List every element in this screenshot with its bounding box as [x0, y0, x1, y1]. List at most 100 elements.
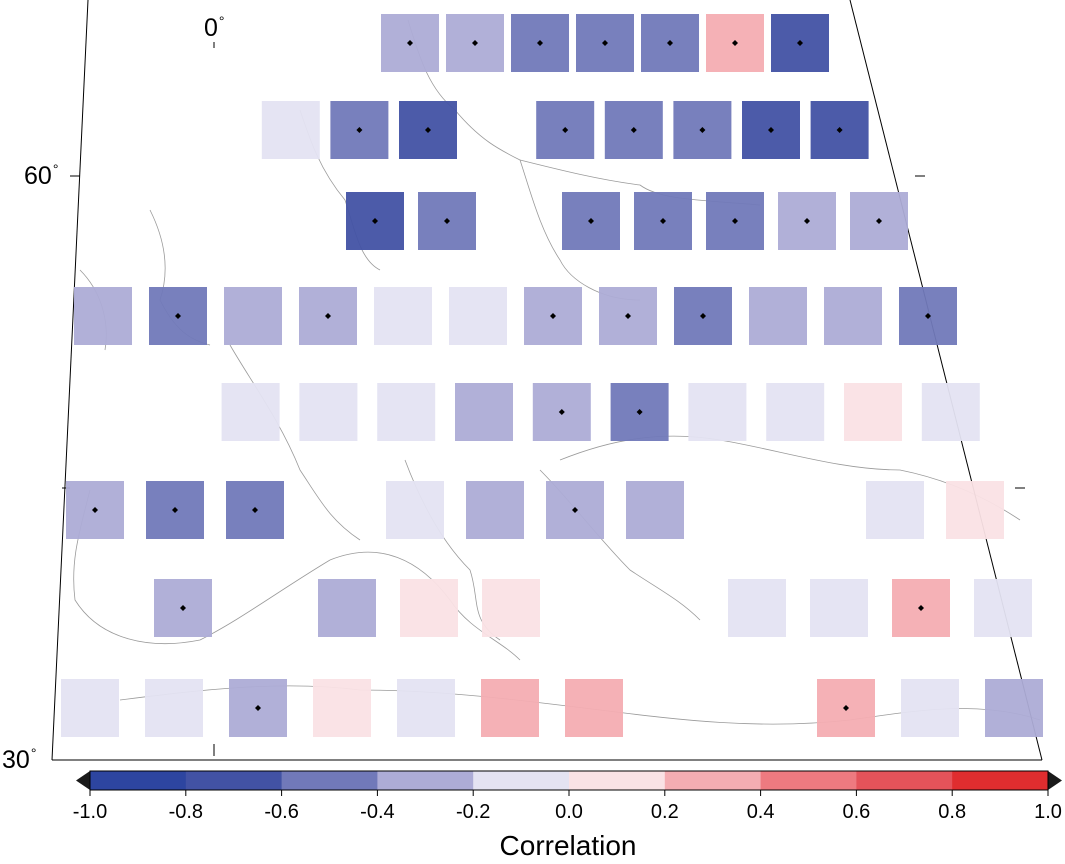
colorbar-tick-label-3: -0.4 — [360, 801, 395, 823]
significance-marker-r2-c6 — [425, 127, 431, 133]
significance-marker-r1-c7 — [472, 40, 478, 46]
significance-marker-r7-c2 — [180, 605, 186, 611]
significance-marker-r4-c9 — [700, 313, 706, 319]
longitude-label-0: 0° — [204, 13, 225, 42]
grid-cell-r8-c2 — [145, 679, 203, 737]
significance-marker-r1-c6 — [407, 40, 413, 46]
colorbar-bin-6 — [664, 771, 762, 790]
grid-cell-r7-c4 — [318, 579, 376, 637]
significance-marker-r2-c10 — [699, 127, 706, 133]
significance-marker-r6-c7 — [572, 507, 578, 513]
colorbar — [76, 770, 1062, 796]
grid-cell-r5-c9 — [688, 383, 747, 441]
colorbar-bin-0 — [90, 771, 187, 790]
significance-marker-r6-c3 — [252, 507, 258, 513]
significance-marker-r8-c3 — [255, 705, 261, 711]
significance-marker-r1-c11 — [732, 40, 738, 46]
colorbar-tick-label-5: 0.0 — [555, 801, 583, 823]
colorbar-tick-label-9: 0.8 — [938, 801, 967, 823]
grid-cell-r5-c3 — [221, 383, 280, 441]
colorbar-tick-label-10: 1.0 — [1034, 801, 1062, 823]
grid-cell-r7-c9 — [728, 579, 786, 637]
grid-cell-r7-c5 — [400, 579, 458, 637]
correlation-cells — [61, 14, 1043, 737]
significance-marker-r3-c9 — [660, 218, 666, 224]
grid-cell-r2-c4 — [261, 101, 320, 159]
colorbar-bin-4 — [473, 771, 570, 790]
grid-cell-r6-c12 — [946, 481, 1004, 539]
colorbar-tick-label-1: -0.8 — [168, 801, 204, 823]
significance-marker-r6-c1 — [92, 507, 98, 513]
grid-cell-r4-c5 — [374, 287, 432, 345]
grid-cell-r5-c11 — [844, 383, 902, 441]
significance-marker-r1-c8 — [537, 40, 543, 46]
grid-cell-r7-c10 — [810, 579, 868, 637]
significance-marker-r4-c4 — [325, 313, 331, 319]
colorbar-under-triangle — [76, 771, 90, 790]
grid-cell-r4-c3 — [224, 287, 282, 345]
significance-marker-r6-c2 — [172, 507, 178, 513]
grid-cell-r4-c11 — [824, 287, 882, 345]
grid-cell-r5-c10 — [766, 383, 825, 441]
grid-cell-r4-c6 — [449, 287, 507, 345]
significance-marker-r3-c11 — [804, 218, 810, 224]
significance-marker-r3-c12 — [876, 218, 882, 224]
significance-marker-r4-c12 — [925, 313, 931, 319]
significance-marker-r2-c8 — [562, 127, 569, 133]
significance-marker-r8-c10 — [843, 705, 849, 711]
colorbar-bin-2 — [281, 771, 378, 790]
grid-cell-r5-c4 — [299, 383, 358, 441]
colorbar-tick-label-2: -0.6 — [264, 801, 299, 823]
latitude-label-60: 60° — [24, 161, 59, 190]
significance-marker-r5-c7 — [558, 409, 565, 415]
significance-marker-r2-c11 — [768, 127, 774, 133]
significance-marker-r3-c6 — [444, 218, 450, 224]
grid-cell-r5-c12 — [921, 383, 980, 441]
significance-marker-r4-c8 — [625, 313, 631, 319]
significance-marker-r1-c10 — [667, 40, 673, 46]
grid-cell-r8-c4 — [313, 679, 371, 737]
colorbar-bin-7 — [760, 771, 857, 790]
colorbar-bin-8 — [856, 771, 953, 790]
grid-cell-r6-c11 — [866, 481, 924, 539]
colorbar-over-triangle — [1048, 771, 1062, 790]
significance-marker-r7-c11 — [918, 605, 924, 611]
colorbar-bin-3 — [377, 771, 474, 790]
colorbar-bin-9 — [952, 771, 1049, 790]
grid-cell-r8-c7 — [565, 679, 623, 737]
grid-cell-r6-c6 — [466, 481, 524, 539]
grid-cell-r8-c5 — [397, 679, 455, 737]
colorbar-title: Correlation — [499, 830, 637, 861]
grid-cell-r8-c11 — [901, 679, 959, 737]
colorbar-tick-label-8: 0.6 — [842, 801, 871, 823]
colorbar-tick-label-0: -1.0 — [72, 801, 108, 823]
grid-cell-r6-c5 — [386, 481, 444, 539]
grid-cell-r8-c12 — [985, 679, 1043, 737]
grid-cell-r4-c1 — [74, 287, 132, 345]
grid-cell-r5-c6 — [455, 383, 513, 441]
significance-marker-r4-c7 — [550, 313, 556, 319]
significance-marker-r2-c12 — [836, 127, 843, 133]
significance-marker-r4-c2 — [175, 313, 181, 319]
grid-cell-r8-c6 — [481, 679, 539, 737]
significance-marker-r2-c5 — [356, 127, 363, 133]
latitude-label-30: 30° — [2, 745, 37, 774]
colorbar-tick-label-4: -0.2 — [455, 801, 491, 823]
colorbar-bin-1 — [185, 771, 283, 790]
colorbar-bin-5 — [569, 771, 666, 790]
colorbar-tick-label-6: 0.2 — [650, 801, 679, 823]
significance-marker-r1-c12 — [797, 40, 803, 46]
significance-marker-r3-c5 — [372, 218, 378, 224]
significance-marker-r3-c8 — [588, 218, 594, 224]
grid-cell-r5-c5 — [377, 383, 436, 441]
grid-cell-r6-c8 — [626, 481, 684, 539]
grid-cell-r7-c12 — [974, 579, 1032, 637]
significance-marker-r3-c10 — [732, 218, 738, 224]
significance-marker-r2-c9 — [630, 127, 637, 133]
grid-cell-r8-c1 — [61, 679, 119, 737]
grid-cell-r4-c10 — [749, 287, 807, 345]
colorbar-tick-label-7: 0.4 — [746, 801, 775, 823]
significance-marker-r1-c9 — [602, 40, 608, 46]
